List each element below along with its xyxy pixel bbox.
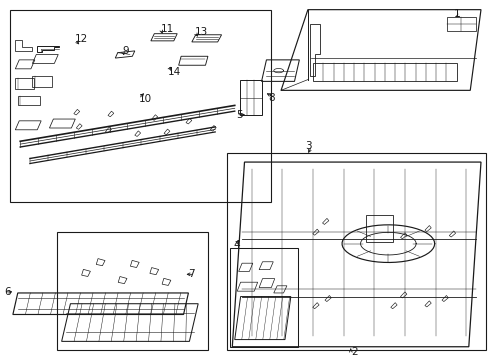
Bar <box>229 248 298 347</box>
Text: 8: 8 <box>268 93 275 103</box>
Text: 9: 9 <box>122 46 129 56</box>
Bar <box>313 63 456 81</box>
Text: 5: 5 <box>236 110 243 120</box>
Bar <box>446 17 475 31</box>
Bar <box>227 153 485 350</box>
Bar <box>10 10 271 202</box>
Text: 13: 13 <box>194 27 207 37</box>
Text: 12: 12 <box>75 35 88 44</box>
Text: 14: 14 <box>167 67 181 77</box>
Text: 10: 10 <box>139 94 151 104</box>
Text: 2: 2 <box>350 347 357 357</box>
Text: 6: 6 <box>4 287 11 297</box>
Text: 1: 1 <box>452 9 459 19</box>
Text: 3: 3 <box>305 141 311 151</box>
Bar <box>57 232 207 350</box>
Text: 11: 11 <box>160 24 174 34</box>
Text: 7: 7 <box>188 269 194 279</box>
Bar <box>366 215 392 242</box>
Text: 4: 4 <box>233 239 240 249</box>
